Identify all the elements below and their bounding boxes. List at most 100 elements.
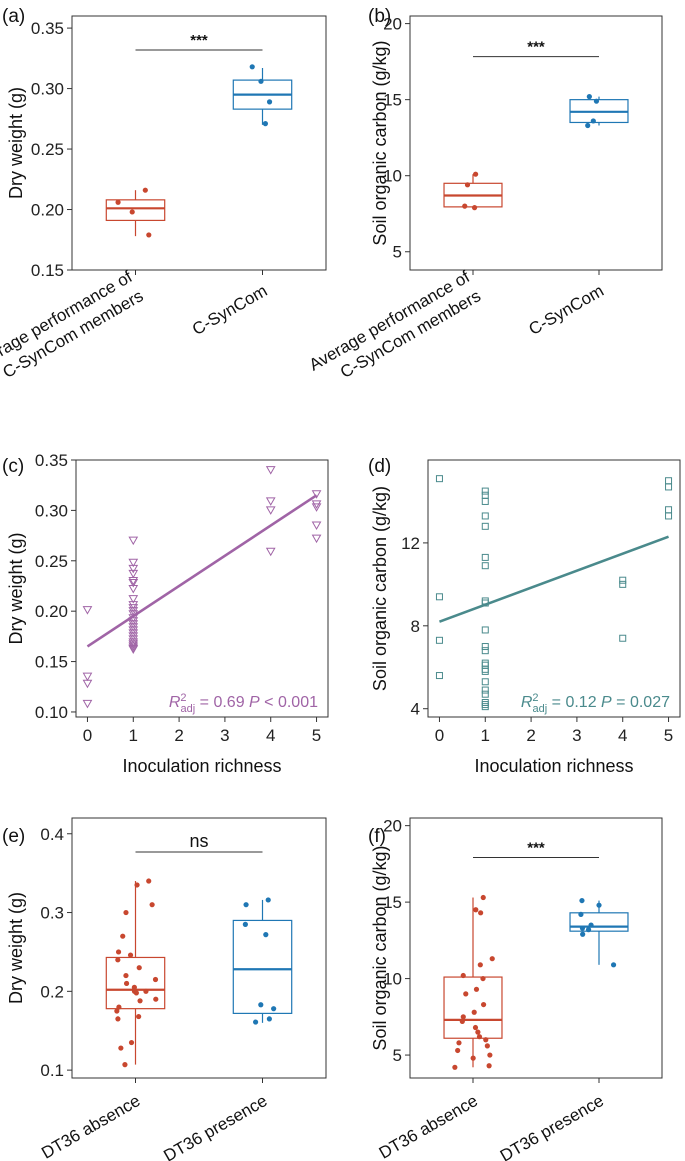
stat-part: R bbox=[169, 694, 181, 711]
data-point bbox=[265, 897, 271, 903]
data-point bbox=[588, 922, 594, 928]
y-tick-label: 4 bbox=[411, 700, 420, 719]
stat-part: adj bbox=[533, 703, 548, 715]
data-point bbox=[481, 647, 489, 655]
y-tick-label: 0.20 bbox=[31, 201, 64, 220]
data-point bbox=[578, 911, 584, 917]
data-point bbox=[118, 1045, 124, 1051]
data-point bbox=[265, 466, 276, 475]
data-point bbox=[153, 996, 159, 1002]
stat-annotation: R2 adj = 0.12 P = 0.027 bbox=[521, 692, 670, 715]
y-tick-label: 0.2 bbox=[40, 982, 64, 1001]
data-point bbox=[265, 497, 276, 506]
category-label: DT36 presence bbox=[497, 1091, 607, 1161]
data-point bbox=[478, 910, 484, 916]
data-point bbox=[452, 1064, 458, 1070]
stat-part: = 0.69 bbox=[195, 694, 244, 711]
data-point bbox=[262, 121, 269, 127]
x-tick-label: 5 bbox=[312, 726, 321, 745]
significance-label: *** bbox=[527, 840, 545, 857]
data-point bbox=[120, 933, 126, 939]
panel-label: (c) bbox=[2, 456, 24, 477]
data-point bbox=[128, 1039, 135, 1046]
y-tick-label: 0.35 bbox=[31, 19, 64, 38]
data-point bbox=[481, 678, 489, 686]
data-point bbox=[460, 972, 466, 979]
data-point bbox=[579, 897, 585, 904]
data-point bbox=[455, 1047, 461, 1054]
data-point bbox=[480, 894, 486, 901]
data-point bbox=[665, 477, 673, 485]
y-tick-label: 0.1 bbox=[40, 1061, 64, 1080]
data-point bbox=[129, 209, 135, 215]
data-point bbox=[115, 199, 121, 205]
data-point bbox=[481, 522, 489, 530]
data-point bbox=[585, 122, 591, 129]
y-tick-label: 0.25 bbox=[31, 140, 64, 159]
x-tick-label: 2 bbox=[526, 726, 535, 745]
panel-label: (d) bbox=[368, 456, 391, 477]
y-tick-label: 12 bbox=[401, 534, 420, 553]
box-iqr bbox=[105, 956, 166, 1010]
box-1: DT36 absence bbox=[376, 894, 503, 1161]
y-tick-label: 15 bbox=[383, 91, 402, 110]
category-label: DT36 absence bbox=[376, 1091, 481, 1161]
data-point bbox=[435, 672, 443, 680]
data-point bbox=[483, 1037, 489, 1043]
data-point bbox=[82, 699, 93, 709]
data-point bbox=[142, 187, 148, 193]
data-point bbox=[128, 640, 139, 649]
stat-part: = 0.12 bbox=[547, 694, 596, 711]
data-point bbox=[146, 232, 152, 238]
y-axis-title: Dry weight (g) bbox=[6, 532, 26, 644]
y-axis-title: Soil organic carbon (g/kg) bbox=[370, 845, 390, 1050]
data-point bbox=[243, 902, 249, 908]
data-point bbox=[82, 679, 93, 689]
y-tick-label: 20 bbox=[383, 817, 402, 836]
data-point bbox=[258, 78, 264, 84]
data-point bbox=[435, 475, 443, 483]
y-tick-label: 0.20 bbox=[35, 602, 68, 621]
y-tick-label: 5 bbox=[393, 1046, 402, 1065]
x-tick-label: 1 bbox=[129, 726, 138, 745]
significance-label: *** bbox=[527, 39, 545, 56]
data-point bbox=[242, 921, 248, 927]
y-axis-title: Soil organic carbon (g/kg) bbox=[370, 40, 390, 245]
box-iqr bbox=[232, 919, 293, 1014]
plot-frame bbox=[427, 459, 681, 718]
x-axis-title: Inoculation richness bbox=[474, 756, 633, 776]
data-point bbox=[311, 490, 322, 499]
stat-part: adj bbox=[181, 703, 196, 715]
data-point bbox=[128, 569, 139, 579]
data-point bbox=[470, 1055, 476, 1061]
category-label-line: DT36 absence bbox=[376, 1091, 481, 1161]
data-point bbox=[481, 698, 489, 706]
data-point bbox=[471, 205, 478, 211]
data-point bbox=[481, 512, 489, 520]
box-iqr bbox=[569, 912, 629, 932]
data-point bbox=[481, 643, 489, 651]
data-point bbox=[460, 1014, 466, 1020]
panel-6: (f) 5 10 15 20 Soil organic carbon (g/kg) DT36… bbox=[368, 817, 663, 1161]
data-point bbox=[133, 990, 139, 996]
data-point bbox=[473, 907, 479, 913]
data-point bbox=[311, 521, 322, 531]
data-point bbox=[481, 553, 489, 561]
y-tick-label: 10 bbox=[383, 970, 402, 989]
panel-label: (b) bbox=[368, 6, 391, 27]
data-point bbox=[271, 1006, 277, 1012]
data-point bbox=[619, 580, 627, 588]
x-tick-label: 5 bbox=[664, 726, 673, 745]
y-tick-label: 8 bbox=[411, 617, 420, 636]
plot-frame bbox=[409, 15, 663, 271]
data-point bbox=[480, 1001, 487, 1008]
data-point bbox=[311, 503, 322, 512]
significance-label: ns bbox=[189, 831, 208, 851]
x-tick-label: 1 bbox=[481, 726, 490, 745]
panel-label: (f) bbox=[368, 826, 386, 847]
panel-1: (a) 0.15 0.20 0.25 0.30 0.35 Dry weight (g) Ave… bbox=[0, 6, 327, 382]
data-point bbox=[487, 1052, 493, 1058]
x-tick-label: 3 bbox=[572, 726, 581, 745]
data-point bbox=[462, 203, 468, 209]
